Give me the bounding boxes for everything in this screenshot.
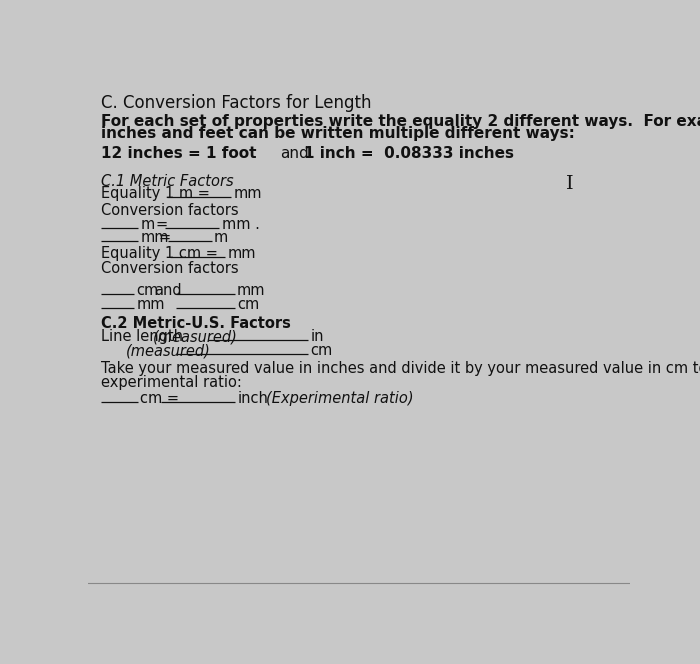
Text: cm: cm: [311, 343, 333, 358]
Text: C.1 Metric Factors: C.1 Metric Factors: [102, 173, 234, 189]
Text: Take your measured value in inches and divide it by your measured value in cm to: Take your measured value in inches and d…: [102, 361, 700, 376]
Text: and: and: [280, 146, 309, 161]
Text: Equality 1 cm =: Equality 1 cm =: [102, 246, 218, 261]
Text: C.2 Metric-U.S. Factors: C.2 Metric-U.S. Factors: [102, 316, 291, 331]
Text: I: I: [566, 175, 573, 193]
Text: experimental ratio:: experimental ratio:: [102, 374, 242, 390]
Text: Equality 1 m =: Equality 1 m =: [102, 186, 215, 201]
Text: =: =: [155, 216, 168, 232]
Text: 12 inches = 1 foot: 12 inches = 1 foot: [102, 146, 257, 161]
Text: For each set of properties write the equality 2 different ways.  For example,: For each set of properties write the equ…: [102, 114, 700, 129]
Text: inch: inch: [238, 390, 269, 406]
Text: Conversion factors: Conversion factors: [102, 203, 239, 218]
Text: and: and: [154, 283, 182, 298]
Text: mm: mm: [140, 230, 169, 245]
Text: m: m: [140, 216, 155, 232]
Text: inches and feet can be written multiple different ways:: inches and feet can be written multiple …: [102, 126, 575, 141]
Text: (measured): (measured): [126, 343, 211, 358]
Text: C. Conversion Factors for Length: C. Conversion Factors for Length: [102, 94, 372, 112]
Text: (measured): (measured): [153, 329, 238, 344]
Text: cm =: cm =: [140, 390, 179, 406]
Text: mm .: mm .: [222, 216, 260, 232]
Text: in: in: [311, 329, 324, 344]
Text: =: =: [158, 230, 170, 245]
Text: 1 inch =  0.08333 inches: 1 inch = 0.08333 inches: [304, 146, 514, 161]
Text: (Experimental ratio): (Experimental ratio): [266, 390, 414, 406]
Text: cm: cm: [237, 297, 259, 312]
Text: Line length: Line length: [102, 329, 188, 344]
Text: mm: mm: [237, 283, 265, 298]
Text: mm: mm: [228, 246, 256, 261]
Text: cm: cm: [136, 283, 159, 298]
Text: mm: mm: [136, 297, 164, 312]
Text: m: m: [214, 230, 228, 245]
Text: Conversion factors: Conversion factors: [102, 262, 239, 276]
Text: mm: mm: [234, 186, 262, 201]
